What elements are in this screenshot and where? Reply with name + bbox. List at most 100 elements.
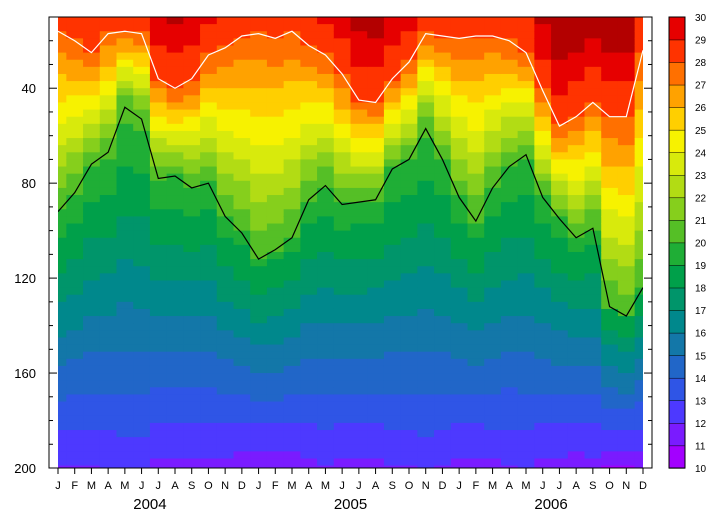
heat-cell <box>116 387 134 396</box>
heat-cell <box>350 394 368 403</box>
heat-cell <box>383 408 402 417</box>
heat-cell <box>467 88 485 96</box>
heat-cell <box>567 301 586 310</box>
heat-cell <box>133 45 151 54</box>
heat-cell <box>484 373 502 381</box>
heat-cell <box>367 116 385 125</box>
heat-cell <box>484 287 502 296</box>
heat-cell <box>266 437 285 445</box>
heat-cell <box>58 31 67 39</box>
heat-cell <box>149 365 168 374</box>
heat-cell <box>551 195 569 203</box>
heat-cell <box>551 287 569 296</box>
heat-cell <box>300 209 318 217</box>
heat-cell <box>266 344 285 353</box>
heat-cell <box>266 123 285 132</box>
heat-cell <box>166 458 184 467</box>
heat-cell <box>417 394 435 403</box>
heat-cell <box>116 287 134 296</box>
heat-cell <box>450 422 469 431</box>
heat-cell <box>567 380 586 388</box>
heat-cell <box>333 152 352 161</box>
heat-cell <box>116 301 134 310</box>
heat-cell <box>350 52 368 61</box>
heat-cell <box>617 401 636 410</box>
heat-cell <box>500 130 519 139</box>
heat-cell <box>383 380 402 388</box>
heat-cell <box>551 173 569 182</box>
heat-cell <box>567 394 586 403</box>
heat-cell <box>634 24 643 32</box>
heat-cell <box>601 380 619 388</box>
heat-cell <box>400 323 418 331</box>
heat-cell <box>317 145 335 153</box>
heat-cell <box>166 73 184 82</box>
heat-cell <box>300 152 318 161</box>
heat-cell <box>200 380 218 388</box>
heat-cell <box>233 52 251 61</box>
heat-cell <box>367 31 385 39</box>
heat-cell <box>200 316 218 324</box>
colorbar-label: 29 <box>695 36 707 47</box>
heat-cell <box>317 152 335 161</box>
heat-cell <box>133 230 151 239</box>
heat-cell <box>551 45 569 54</box>
heat-cell <box>367 52 385 61</box>
heat-cell <box>317 230 335 239</box>
heat-cell <box>149 138 168 146</box>
heat-cell <box>500 45 519 54</box>
heat-cell <box>300 422 318 431</box>
heat-cell <box>484 273 502 282</box>
heat-cell <box>500 301 519 310</box>
heat-cell <box>601 287 619 296</box>
heat-cell <box>417 365 435 374</box>
heat-cell <box>166 237 184 246</box>
heat-cell <box>216 373 235 381</box>
heat-cell <box>584 308 602 317</box>
heat-cell <box>83 102 101 111</box>
heat-cell <box>617 308 636 317</box>
heat-cell <box>367 73 385 82</box>
heat-cell <box>58 95 67 104</box>
heat-cell <box>350 195 368 203</box>
heat-cell <box>417 88 435 96</box>
heat-cell <box>250 259 268 267</box>
heat-cell <box>333 465 352 468</box>
heat-cell <box>567 138 586 146</box>
heat-cell <box>183 294 201 303</box>
heat-cell <box>517 458 535 467</box>
heat-cell <box>149 330 168 339</box>
heat-cell <box>333 52 352 61</box>
heat-cell <box>500 195 519 203</box>
heat-cell <box>283 116 301 125</box>
heat-cell <box>200 244 218 253</box>
heat-cell <box>517 251 535 260</box>
heat-cell <box>83 173 101 182</box>
heat-cell <box>634 422 643 431</box>
heat-cell <box>484 166 502 175</box>
heat-cell <box>400 244 418 253</box>
heat-cell <box>534 237 552 246</box>
heat-cell <box>133 259 151 267</box>
heat-cell <box>99 38 118 47</box>
heat-cell <box>66 31 84 39</box>
heat-cell <box>434 273 452 282</box>
heat-cell <box>500 102 519 111</box>
heat-cell <box>99 123 118 132</box>
heat-cell <box>500 308 519 317</box>
heat-cell <box>584 266 602 274</box>
heat-cell <box>467 408 485 417</box>
heat-cell <box>500 365 519 374</box>
heat-cell <box>367 401 385 410</box>
heat-cell <box>417 444 435 452</box>
heat-cell <box>149 259 168 267</box>
heat-cell <box>317 123 335 132</box>
heat-cell <box>200 280 218 289</box>
heat-cell <box>400 437 418 445</box>
heat-cell <box>534 273 552 282</box>
heat-cell <box>283 195 301 203</box>
heat-cell <box>617 351 636 360</box>
heat-cell <box>216 401 235 410</box>
heat-cell <box>350 358 368 367</box>
heat-cell <box>300 259 318 267</box>
